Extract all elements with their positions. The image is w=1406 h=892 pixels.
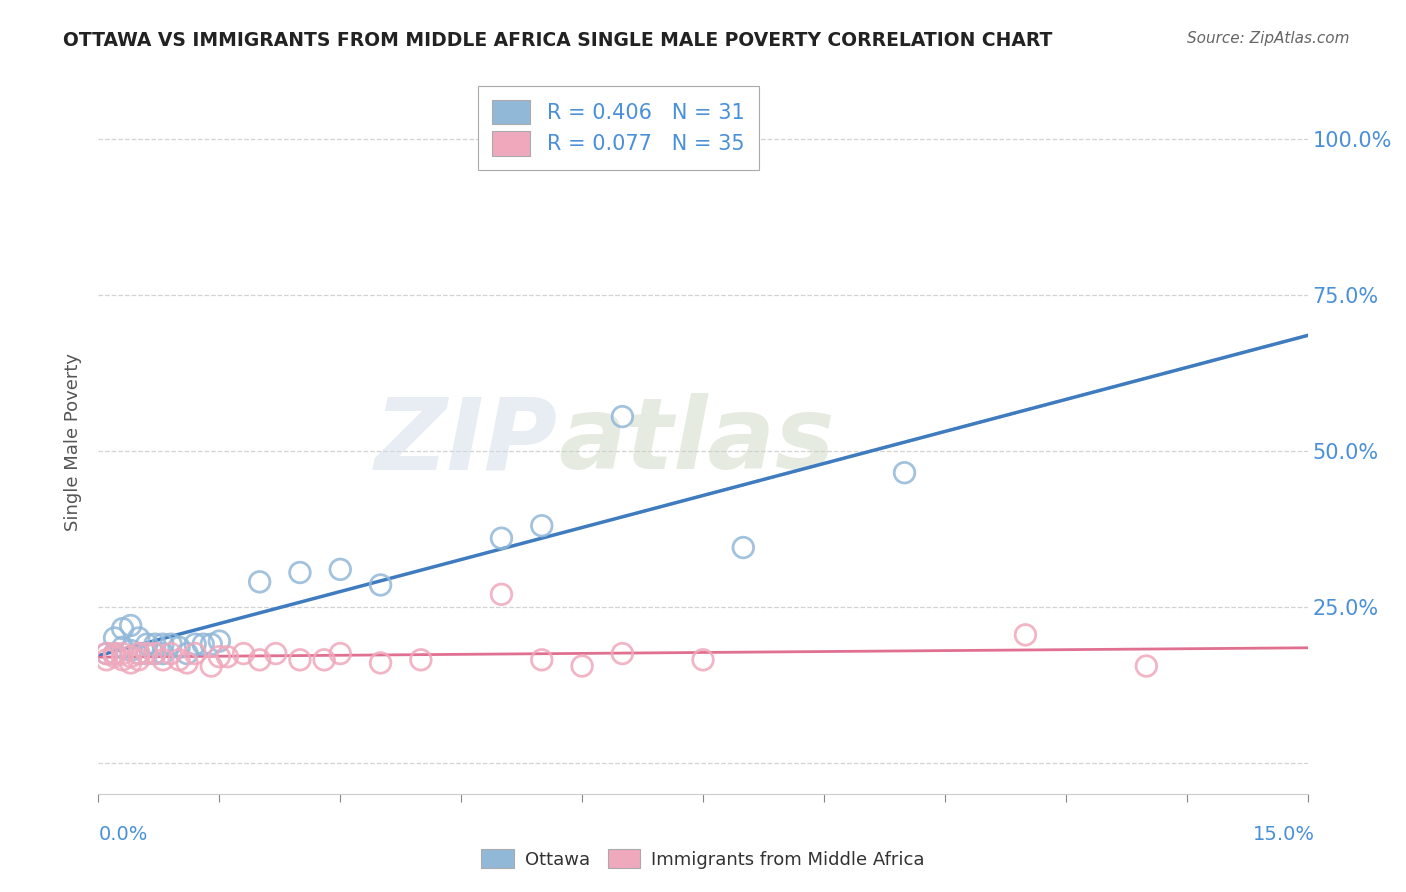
Point — [103, 647, 125, 661]
Point — [143, 647, 166, 661]
Point — [143, 647, 166, 661]
Y-axis label: Single Male Poverty: Single Male Poverty — [65, 352, 83, 531]
Point — [96, 653, 118, 667]
Point — [232, 647, 254, 661]
Point — [135, 647, 157, 661]
Point — [184, 637, 207, 651]
Point — [143, 637, 166, 651]
Point — [160, 647, 183, 661]
Text: Source: ZipAtlas.com: Source: ZipAtlas.com — [1187, 31, 1350, 46]
Legend: R = 0.406   N = 31, R = 0.077   N = 35: R = 0.406 N = 31, R = 0.077 N = 35 — [478, 86, 759, 170]
Point — [314, 653, 336, 667]
Point — [409, 653, 432, 667]
Point — [128, 653, 150, 667]
Point — [208, 634, 231, 648]
Point — [167, 653, 190, 667]
Text: atlas: atlas — [558, 393, 834, 490]
Point — [135, 637, 157, 651]
Point — [120, 618, 142, 632]
Point — [491, 531, 513, 545]
Point — [160, 637, 183, 651]
Point — [152, 653, 174, 667]
Point — [111, 622, 134, 636]
Point — [530, 518, 553, 533]
Point — [111, 640, 134, 655]
Point — [288, 566, 311, 580]
Point — [612, 647, 634, 661]
Point — [103, 647, 125, 661]
Point — [329, 562, 352, 576]
Point — [103, 631, 125, 645]
Point — [120, 649, 142, 664]
Point — [111, 647, 134, 661]
Point — [152, 647, 174, 661]
Point — [128, 647, 150, 661]
Point — [200, 659, 222, 673]
Point — [288, 653, 311, 667]
Point — [208, 649, 231, 664]
Point — [167, 640, 190, 655]
Point — [733, 541, 755, 555]
Point — [1135, 659, 1157, 673]
Point — [1014, 628, 1036, 642]
Point — [96, 647, 118, 661]
Point — [152, 637, 174, 651]
Point — [329, 647, 352, 661]
Point — [128, 631, 150, 645]
Point — [111, 653, 134, 667]
Text: ZIP: ZIP — [375, 393, 558, 490]
Point — [120, 656, 142, 670]
Point — [120, 643, 142, 657]
Point — [217, 649, 239, 664]
Point — [491, 587, 513, 601]
Text: 0.0%: 0.0% — [98, 825, 148, 844]
Point — [530, 653, 553, 667]
Legend: Ottawa, Immigrants from Middle Africa: Ottawa, Immigrants from Middle Africa — [474, 842, 932, 876]
Point — [176, 647, 198, 661]
Text: OTTAWA VS IMMIGRANTS FROM MIDDLE AFRICA SINGLE MALE POVERTY CORRELATION CHART: OTTAWA VS IMMIGRANTS FROM MIDDLE AFRICA … — [63, 31, 1053, 50]
Point — [176, 656, 198, 670]
Point — [264, 647, 287, 661]
Text: 15.0%: 15.0% — [1253, 825, 1315, 844]
Point — [96, 647, 118, 661]
Point — [571, 659, 593, 673]
Point — [893, 466, 915, 480]
Point — [249, 574, 271, 589]
Point — [193, 637, 215, 651]
Point — [103, 649, 125, 664]
Point — [135, 647, 157, 661]
Point — [249, 653, 271, 667]
Point — [692, 653, 714, 667]
Point — [128, 647, 150, 661]
Point — [370, 578, 392, 592]
Point — [612, 409, 634, 424]
Point — [184, 647, 207, 661]
Point — [370, 656, 392, 670]
Point — [200, 637, 222, 651]
